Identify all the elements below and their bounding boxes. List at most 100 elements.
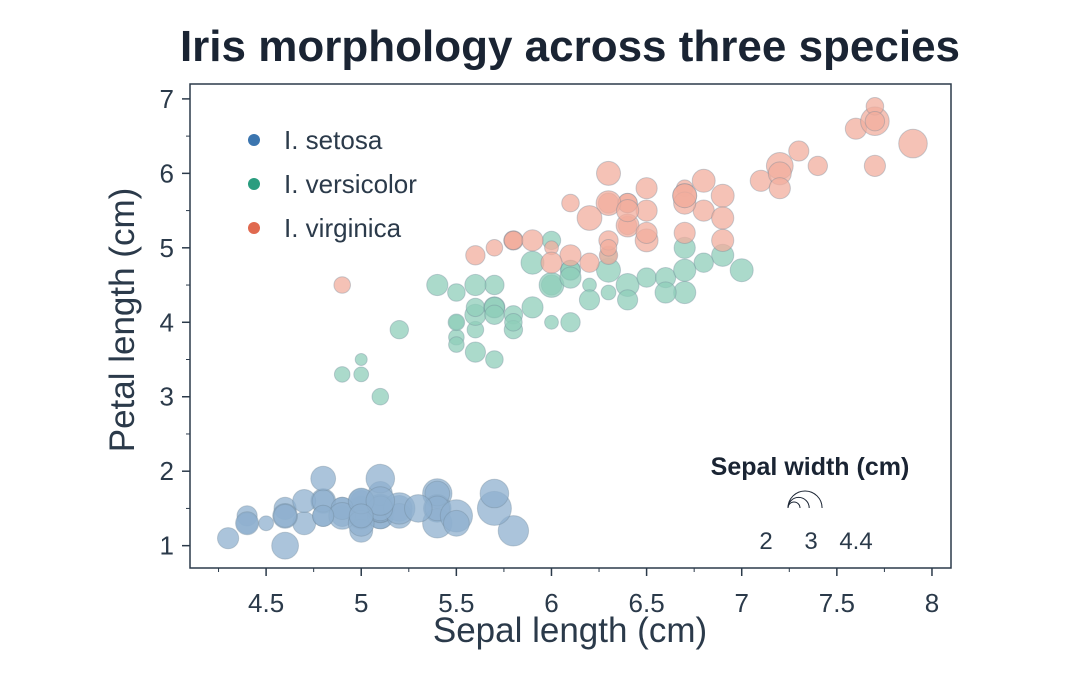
data-point bbox=[447, 313, 466, 332]
y-axis: 1 2 3 4 5 6 7 bbox=[160, 84, 190, 561]
data-point bbox=[464, 273, 487, 297]
data-point bbox=[371, 387, 390, 406]
size-legend-value: 4.4 bbox=[839, 528, 872, 555]
chart-title: Iris morphology across three species bbox=[180, 22, 960, 71]
size-legend: Sepal width (cm) 2 3 4.4 bbox=[711, 453, 910, 555]
data-point bbox=[636, 267, 657, 288]
data-point bbox=[673, 221, 696, 244]
data-point bbox=[898, 128, 928, 159]
data-point bbox=[333, 366, 351, 383]
data-point bbox=[560, 312, 581, 333]
data-point bbox=[312, 504, 335, 528]
series-1 bbox=[333, 230, 754, 406]
data-point bbox=[600, 284, 617, 301]
data-point bbox=[692, 199, 715, 222]
data-point bbox=[354, 353, 368, 366]
x-axis: 4.5 5 5.5 6 6.5 7 7.5 8 bbox=[218, 568, 939, 618]
x-tick-label: 6.5 bbox=[629, 588, 665, 618]
y-tick-label: 4 bbox=[160, 307, 174, 337]
data-point bbox=[596, 160, 621, 186]
data-point bbox=[479, 478, 510, 509]
data-point bbox=[729, 258, 754, 283]
data-point bbox=[673, 280, 697, 305]
data-point bbox=[807, 155, 828, 177]
y-tick-label: 7 bbox=[160, 84, 174, 114]
data-point bbox=[544, 314, 559, 330]
data-point bbox=[503, 230, 524, 251]
y-tick-label: 2 bbox=[160, 456, 174, 486]
data-point bbox=[616, 199, 640, 223]
y-tick-label: 1 bbox=[160, 531, 174, 561]
data-point bbox=[559, 266, 582, 289]
y-axis-label: Petal length (cm) bbox=[103, 188, 142, 453]
size-legend-ticks: 2 3 4.4 bbox=[759, 528, 872, 555]
data-point bbox=[310, 465, 337, 492]
x-tick-label: 7.5 bbox=[819, 588, 855, 618]
x-tick-label: 8 bbox=[925, 588, 939, 618]
legend-label: I. setosa bbox=[284, 125, 383, 155]
data-point bbox=[271, 531, 300, 560]
data-point bbox=[217, 527, 240, 550]
data-point bbox=[711, 206, 735, 230]
data-point bbox=[579, 252, 600, 273]
data-point bbox=[521, 296, 544, 319]
x-tick-label: 7 bbox=[734, 588, 748, 618]
data-point bbox=[389, 320, 409, 340]
data-point bbox=[599, 239, 618, 257]
data-point bbox=[864, 111, 886, 132]
data-point bbox=[465, 245, 486, 266]
data-point bbox=[448, 336, 465, 353]
data-point bbox=[578, 289, 601, 311]
x-tick-label: 5 bbox=[354, 588, 368, 618]
legend-marker bbox=[248, 222, 260, 234]
data-point bbox=[484, 304, 505, 325]
data-point bbox=[258, 515, 275, 532]
size-legend-value: 2 bbox=[759, 528, 772, 555]
data-point bbox=[353, 366, 370, 383]
data-point bbox=[497, 515, 530, 547]
data-point bbox=[485, 350, 504, 369]
legend-marker bbox=[248, 178, 260, 190]
legend-label: I. virginica bbox=[284, 213, 402, 243]
data-point bbox=[540, 251, 563, 274]
x-tick-label: 5.5 bbox=[438, 588, 474, 618]
data-point bbox=[504, 313, 523, 332]
data-point bbox=[443, 509, 470, 537]
data-point bbox=[693, 252, 714, 273]
data-point bbox=[635, 177, 658, 200]
data-point bbox=[273, 503, 298, 528]
data-point bbox=[464, 341, 486, 363]
data-point bbox=[691, 168, 716, 193]
series-2 bbox=[333, 97, 928, 294]
data-point bbox=[863, 154, 887, 177]
data-point bbox=[426, 273, 449, 297]
data-point bbox=[561, 193, 580, 213]
size-legend-title: Sepal width (cm) bbox=[711, 453, 910, 481]
data-point bbox=[617, 289, 639, 311]
data-point bbox=[484, 274, 505, 296]
data-point bbox=[576, 205, 603, 231]
data-point bbox=[447, 283, 466, 302]
data-point bbox=[635, 221, 658, 244]
data-point bbox=[559, 244, 582, 267]
legend: I. setosa I. versicolor I. virginica bbox=[248, 125, 417, 243]
plot-points bbox=[217, 97, 928, 560]
legend-label: I. versicolor bbox=[284, 169, 417, 199]
data-point bbox=[485, 239, 504, 257]
y-tick-label: 3 bbox=[160, 382, 174, 412]
data-point bbox=[365, 486, 396, 516]
data-point bbox=[465, 297, 486, 318]
data-point bbox=[768, 177, 791, 200]
x-tick-label: 4.5 bbox=[248, 588, 284, 618]
data-point bbox=[348, 503, 374, 529]
data-point bbox=[654, 281, 677, 304]
data-point bbox=[235, 511, 260, 536]
data-point bbox=[788, 140, 810, 162]
plot-frame bbox=[189, 83, 952, 569]
x-axis-label: Sepal length (cm) bbox=[433, 611, 707, 650]
size-legend-value: 3 bbox=[804, 528, 817, 555]
data-point bbox=[673, 258, 697, 282]
y-tick-label: 5 bbox=[160, 233, 174, 263]
series-0 bbox=[217, 463, 530, 560]
